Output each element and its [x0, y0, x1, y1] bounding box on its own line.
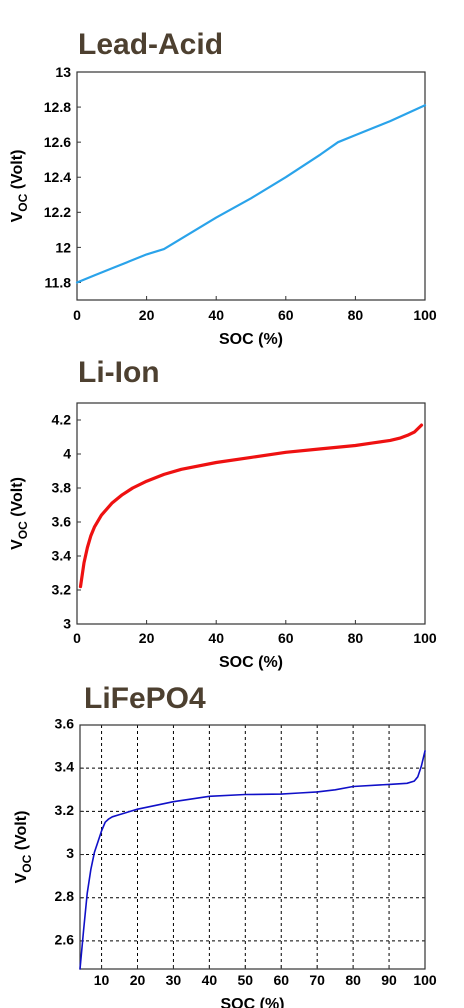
y-tick-label: 3.6: [55, 716, 75, 732]
x-tick-label: 60: [278, 307, 294, 323]
x-tick-label: 10: [94, 972, 110, 988]
x-tick-label: 90: [381, 972, 397, 988]
x-tick-label: 20: [139, 307, 155, 323]
x-tick-label: 0: [73, 630, 81, 646]
plot-frame: [76, 71, 426, 301]
li-ion-chart: 0 20 40 60 80 100 3 3.2 3.4 3.6 3.8 4 4.2 SOC (%) VOC …: [9, 402, 437, 671]
x-axis-label: SOC (%): [219, 654, 283, 671]
chart-title-li-ion: Li-Ion: [78, 356, 160, 389]
x-axis-label: SOC (%): [221, 996, 285, 1008]
chart-title-lifepo4: LiFePO4: [84, 682, 206, 715]
x-tick-label: 60: [273, 972, 289, 988]
x-tick-label: 100: [413, 630, 437, 646]
y-tick-label: 12.4: [44, 169, 71, 185]
lead-acid-chart: 0 20 40 60 80 100 11.8 12 12.2 12.4 12.6 12.8 13 SOC …: [9, 64, 437, 348]
x-tick-label: 60: [278, 630, 294, 646]
y-axis-label: VOC (Volt): [9, 150, 30, 223]
y-tick-label: 2.8: [55, 888, 75, 904]
y-tick-label: 4.2: [52, 412, 72, 428]
x-tick-label: 100: [413, 307, 437, 323]
x-tick-label: 50: [238, 972, 254, 988]
series-line-0: [78, 423, 424, 589]
x-tick-label: 80: [348, 630, 364, 646]
series-line-0: [79, 750, 426, 970]
x-tick-label: 0: [73, 307, 81, 323]
y-tick-label: 3.4: [55, 759, 75, 775]
y-tick-label: 3.6: [52, 514, 72, 530]
y-tick-label: 4: [63, 446, 71, 462]
y-axis-label: VOC (Volt): [13, 811, 34, 884]
plot-frame: [79, 724, 426, 970]
y-tick-label: 3.2: [55, 802, 75, 818]
plot-frame: [76, 402, 426, 625]
x-tick-label: 70: [309, 972, 325, 988]
x-tick-label: 20: [130, 972, 146, 988]
y-tick-label: 12.8: [44, 99, 71, 115]
x-tick-label: 80: [348, 307, 364, 323]
x-axis-label: SOC (%): [219, 331, 283, 348]
x-tick-label: 40: [202, 972, 218, 988]
y-tick-label: 12.2: [44, 204, 71, 220]
x-tick-label: 40: [208, 630, 224, 646]
y-tick-label: 2.6: [55, 931, 75, 947]
x-tick-label: 20: [139, 630, 155, 646]
y-tick-label: 3.8: [52, 480, 72, 496]
y-axis-label: VOC (Volt): [9, 477, 30, 550]
x-tick-label: 100: [413, 972, 437, 988]
x-tick-label: 30: [166, 972, 182, 988]
y-tick-label: 3: [63, 616, 71, 632]
series-line-0: [75, 104, 427, 284]
y-tick-label: 12.6: [44, 134, 71, 150]
y-tick-label: 3.4: [52, 548, 72, 564]
y-tick-label: 12: [55, 239, 71, 255]
y-tick-label: 3: [66, 845, 74, 861]
lifepo4-chart: 10 20 30 40 50 60 70 80 90 100 2.6 2.8 3 3.2 3.4 3.6 SOC…: [13, 716, 437, 1008]
x-tick-label: 40: [208, 307, 224, 323]
x-tick-label: 80: [345, 972, 361, 988]
chart-title-lead-acid: Lead-Acid: [78, 28, 224, 61]
y-tick-label: 3.2: [52, 582, 72, 598]
y-tick-label: 11.8: [45, 274, 72, 290]
y-tick-label: 13: [55, 64, 71, 80]
